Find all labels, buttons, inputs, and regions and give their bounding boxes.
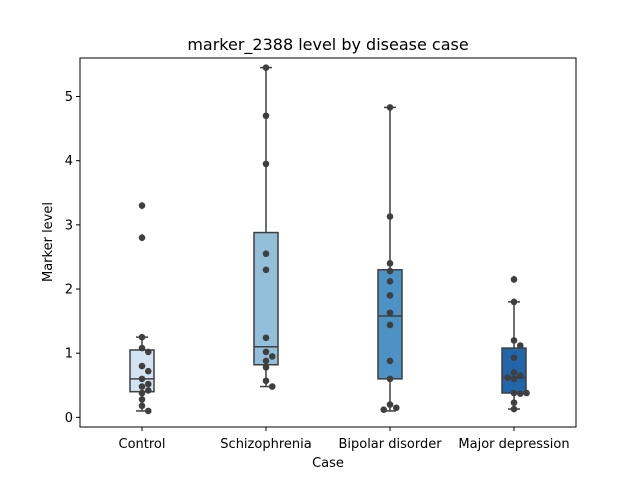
- data-point: [138, 234, 146, 241]
- data-point: [510, 369, 518, 376]
- data-point: [138, 344, 146, 352]
- data-point: [262, 348, 270, 356]
- data-point: [144, 367, 152, 375]
- data-point: [510, 354, 518, 361]
- y-tick-label: 4: [65, 154, 73, 169]
- data-point: [510, 375, 518, 383]
- data-point: [510, 298, 518, 306]
- data-point: [386, 401, 394, 408]
- data-point: [138, 402, 146, 410]
- data-point: [262, 377, 270, 385]
- data-point: [262, 334, 270, 342]
- data-point: [510, 389, 518, 397]
- data-point: [138, 202, 146, 209]
- data-point: [262, 266, 270, 274]
- data-point: [386, 309, 394, 317]
- data-point: [386, 278, 394, 285]
- data-point: [262, 64, 270, 71]
- chart-title: marker_2388 level by disease case: [187, 35, 468, 55]
- data-point: [138, 396, 146, 403]
- data-point: [504, 374, 512, 381]
- data-point: [138, 362, 146, 370]
- data-point: [144, 348, 152, 356]
- x-tick-label: Control: [119, 437, 166, 452]
- data-point: [262, 364, 270, 371]
- data-point: [386, 104, 394, 111]
- data-point: [516, 342, 524, 349]
- plot-frame: [79, 57, 577, 428]
- data-point: [510, 276, 518, 283]
- y-tick-label: 3: [65, 218, 73, 233]
- data-point: [262, 112, 270, 120]
- data-point: [268, 353, 276, 360]
- data-point: [138, 333, 146, 341]
- data-point: [386, 213, 394, 220]
- data-point: [144, 387, 152, 394]
- data-point: [262, 160, 270, 168]
- data-point: [262, 250, 270, 258]
- data-point: [262, 357, 270, 365]
- plot-area: [129, 64, 530, 415]
- y-tick-label: 1: [65, 347, 73, 362]
- data-point: [510, 337, 518, 344]
- data-point: [523, 389, 530, 397]
- data-point: [144, 380, 152, 388]
- data-point: [510, 405, 518, 413]
- y-tick-label: 0: [65, 411, 73, 426]
- x-tick-label: Major depression: [458, 437, 569, 452]
- data-point: [392, 404, 400, 412]
- data-point: [268, 383, 276, 390]
- data-point: [144, 407, 152, 415]
- data-point: [138, 375, 146, 383]
- data-point: [386, 260, 394, 267]
- data-point: [386, 292, 394, 299]
- x-axis-label: Case: [312, 456, 344, 471]
- data-point: [380, 406, 388, 413]
- x-tick-label: Schizophrenia: [220, 437, 311, 452]
- x-tick-label: Bipolar disorder: [338, 437, 442, 452]
- y-tick-label: 2: [65, 283, 73, 298]
- data-point: [516, 372, 524, 379]
- data-point: [138, 383, 146, 390]
- data-point: [386, 357, 394, 365]
- data-point: [510, 399, 518, 406]
- y-axis-label: Marker level: [41, 202, 56, 282]
- data-point: [386, 375, 394, 383]
- y-tick-label: 5: [65, 90, 73, 105]
- data-point: [386, 321, 394, 329]
- data-point: [386, 267, 394, 275]
- data-point: [138, 389, 146, 397]
- data-point: [516, 390, 524, 397]
